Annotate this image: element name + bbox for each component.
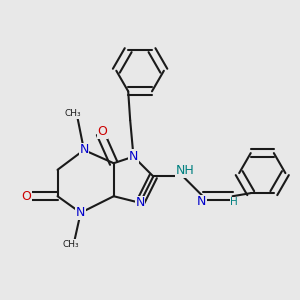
Text: CH₃: CH₃: [64, 109, 81, 118]
Text: N: N: [79, 143, 88, 157]
Text: H: H: [230, 197, 238, 207]
Text: N: N: [196, 195, 206, 208]
Text: CH₃: CH₃: [62, 240, 79, 249]
Text: N: N: [129, 150, 138, 163]
Text: N: N: [135, 196, 145, 209]
Text: N: N: [76, 206, 85, 219]
Text: NH: NH: [175, 164, 194, 177]
Text: O: O: [21, 190, 31, 203]
Text: O: O: [97, 125, 107, 138]
